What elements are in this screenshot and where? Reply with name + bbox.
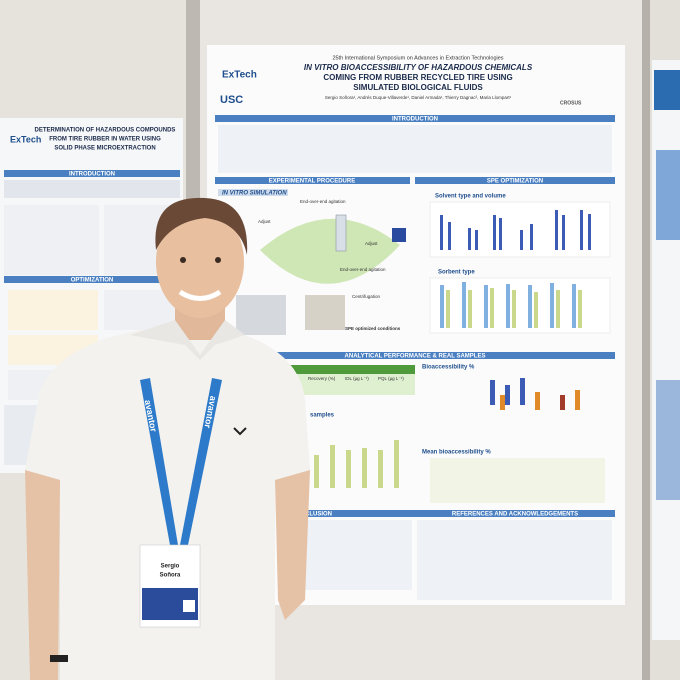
- section-band: [215, 115, 615, 122]
- poster-title: COMING FROM RUBBER RECYCLED TIRE USING: [323, 73, 512, 82]
- eye: [180, 257, 186, 263]
- chart-title: Solvent type and volume: [435, 194, 506, 200]
- pole: [642, 0, 650, 680]
- authors: Sergio Soñora¹, Andrés Duque-Villaverde¹…: [325, 95, 512, 100]
- chart-bars: [440, 282, 582, 328]
- qr-code: [183, 600, 195, 612]
- left-chart: [8, 290, 98, 330]
- lanyard-strap: [140, 378, 178, 545]
- section-title: REFERENCES AND ACKNOWLEDGEMENTS: [452, 512, 578, 518]
- event: 25th International Symposium on Advances…: [332, 55, 503, 61]
- step-label: Adjust: [258, 219, 271, 224]
- section-band: [415, 177, 615, 184]
- arm: [25, 470, 60, 680]
- section-band: [415, 510, 615, 517]
- section-band: [215, 177, 410, 184]
- step-label: End-over-end agitation: [340, 267, 386, 272]
- left-text-block: [4, 180, 180, 198]
- right-poster-block: [656, 150, 680, 240]
- chart-title: samples: [310, 413, 335, 419]
- logo: CROSUS: [560, 100, 582, 106]
- logo: USC: [220, 94, 243, 106]
- section-title: EXPERIMENTAL PROCEDURE: [269, 179, 355, 185]
- references-text: [417, 520, 612, 600]
- subsection-title: IN VITRO SIMULATION: [222, 191, 287, 197]
- wristband: [50, 655, 68, 662]
- left-section-band: [4, 276, 180, 283]
- poster-title: IN VITRO BIOACCESSIBILITY OF HAZARDOUS C…: [304, 63, 533, 72]
- left-section-title: OPTIMIZATION: [71, 278, 114, 284]
- logo-emblem: [233, 427, 247, 436]
- right-poster: [652, 60, 680, 640]
- arm: [275, 470, 310, 620]
- table-header-text: IDL (µg L⁻¹): [345, 376, 369, 381]
- lanyard-strap: [180, 378, 222, 545]
- section-band: [215, 352, 615, 359]
- left-title: DETERMINATION OF HAZARDOUS COMPOUNDS: [35, 128, 176, 134]
- sub-band: [218, 189, 288, 196]
- eye: [215, 257, 221, 263]
- hair: [155, 197, 248, 255]
- left-section-band: [4, 170, 180, 177]
- collar: [130, 320, 245, 360]
- left-title: SOLID PHASE MICROEXTRACTION: [54, 146, 155, 152]
- step-label: Centrifugation: [352, 294, 381, 299]
- intro-text: [218, 125, 612, 173]
- table-header-text: PQL (µg L⁻¹): [378, 376, 404, 381]
- logo: ExTech: [222, 70, 257, 81]
- section-title: CLUSION: [305, 512, 332, 518]
- right-poster-block: [656, 380, 680, 500]
- process-ring: [260, 218, 400, 284]
- conclusion-text: [300, 520, 412, 590]
- left-logo: ExTech: [10, 134, 41, 144]
- left-figure: [4, 205, 99, 275]
- section-band: [300, 510, 415, 517]
- chart-title: Bioaccessibility %: [422, 365, 475, 371]
- step-label: SPE optimized conditions: [345, 326, 401, 331]
- tube-icon: [335, 214, 347, 252]
- eu-icon: [392, 228, 406, 242]
- section-title: SPE OPTIMIZATION: [487, 179, 543, 185]
- chart-3d-bars: [490, 378, 580, 410]
- equipment-photo: [236, 295, 286, 335]
- right-poster-band: [654, 70, 680, 110]
- chart-title: Mean bioaccessibility %: [422, 450, 491, 456]
- step-label: End-over-end agitation: [300, 199, 346, 204]
- section-title: INTRODUCTION: [392, 117, 438, 123]
- chart-bars: [440, 210, 591, 250]
- chart-frame: [430, 458, 605, 503]
- face: [156, 206, 244, 318]
- table-header-text: Recovery (%): [308, 376, 336, 381]
- left-section-title: INTRODUCTION: [69, 172, 115, 178]
- poster-title: SIMULATED BIOLOGICAL FLUIDS: [353, 83, 483, 92]
- section-title: ANALYTICAL PERFORMANCE & REAL SAMPLES: [345, 354, 486, 360]
- chart-frame: [429, 277, 611, 334]
- step-label: Adjust: [365, 241, 378, 246]
- badge-first-name: Sergio: [161, 564, 180, 570]
- equipment-photo: [305, 295, 345, 330]
- badge-last-name: Soñora: [160, 573, 181, 579]
- left-title: FROM TIRE RUBBER IN WATER USING: [49, 137, 161, 143]
- table-header: [290, 365, 415, 374]
- chart-title: Sorbent type: [438, 270, 475, 276]
- chart-bars: [314, 440, 399, 488]
- smile: [178, 289, 222, 301]
